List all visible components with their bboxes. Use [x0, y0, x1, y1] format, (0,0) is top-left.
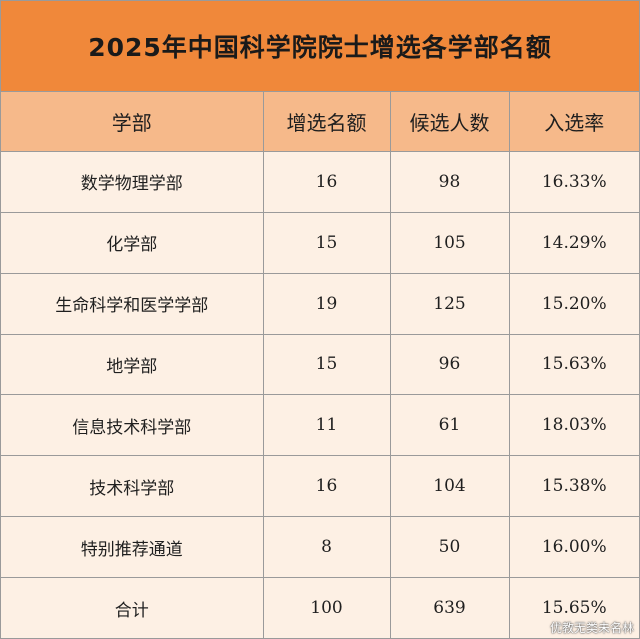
- cell-rate: 18.03%: [508, 394, 639, 457]
- column-header-candidates: 候选人数: [389, 92, 510, 152]
- cell-candidates: 639: [389, 577, 510, 638]
- title-bar: 2025年中国科学院院士增选各学部名额: [1, 1, 639, 92]
- table-row: 化学部 15 105 14.29%: [1, 211, 639, 274]
- cell-rate: 15.38%: [508, 455, 639, 518]
- cell-quota: 19: [262, 272, 391, 335]
- column-header-department: 学部: [1, 92, 264, 152]
- cell-department: 数学物理学部: [1, 150, 264, 213]
- cell-department: 化学部: [1, 211, 264, 274]
- cell-quota: 11: [262, 394, 391, 457]
- data-table: 学部 增选名额 候选人数 入选率 数学物理学部 16 98 16.33% 化学部 15 105 14.…: [1, 92, 639, 638]
- table-row: 合计 100 639 15.65%: [1, 577, 639, 638]
- cell-department: 特别推荐通道: [1, 516, 264, 579]
- cell-quota: 8: [262, 516, 391, 579]
- cell-department: 技术科学部: [1, 455, 264, 518]
- cell-department: 地学部: [1, 333, 264, 396]
- cell-quota: 16: [262, 150, 391, 213]
- cell-quota: 15: [262, 211, 391, 274]
- table-row: 生命科学和医学学部 19 125 15.20%: [1, 272, 639, 335]
- cell-candidates: 96: [389, 333, 510, 396]
- watermark: 优教无类未名林: [549, 621, 634, 635]
- cell-department: 合计: [1, 577, 264, 638]
- cell-quota: 100: [262, 577, 391, 638]
- table-body: 学部 增选名额 候选人数 入选率 数学物理学部 16 98 16.33% 化学部 15 105 14.…: [1, 92, 639, 638]
- cell-candidates: 61: [389, 394, 510, 457]
- table-row: 特别推荐通道 8 50 16.00%: [1, 516, 639, 579]
- cell-candidates: 98: [389, 150, 510, 213]
- cell-rate: 15.63%: [508, 333, 639, 396]
- cell-candidates: 105: [389, 211, 510, 274]
- column-header-rate: 入选率: [508, 92, 639, 152]
- cell-rate: 16.33%: [508, 150, 639, 213]
- table-row: 技术科学部 16 104 15.38%: [1, 455, 639, 518]
- cell-department: 生命科学和医学学部: [1, 272, 264, 335]
- table-row: 信息技术科学部 11 61 18.03%: [1, 394, 639, 457]
- table-title: 2025年中国科学院院士增选各学部名额: [88, 33, 552, 62]
- table-row: 地学部 15 96 15.63%: [1, 333, 639, 396]
- cell-candidates: 50: [389, 516, 510, 579]
- cell-candidates: 104: [389, 455, 510, 518]
- cell-rate: 14.29%: [508, 211, 639, 274]
- cell-quota: 15: [262, 333, 391, 396]
- cell-candidates: 125: [389, 272, 510, 335]
- cell-rate: 15.20%: [508, 272, 639, 335]
- cell-rate: 15.65%: [508, 577, 639, 638]
- cell-rate: 16.00%: [508, 516, 639, 579]
- cell-quota: 16: [262, 455, 391, 518]
- header-row: 学部 增选名额 候选人数 入选率: [1, 92, 639, 152]
- cell-department: 信息技术科学部: [1, 394, 264, 457]
- table-row: 数学物理学部 16 98 16.33%: [1, 150, 639, 213]
- column-header-quota: 增选名额: [262, 92, 391, 152]
